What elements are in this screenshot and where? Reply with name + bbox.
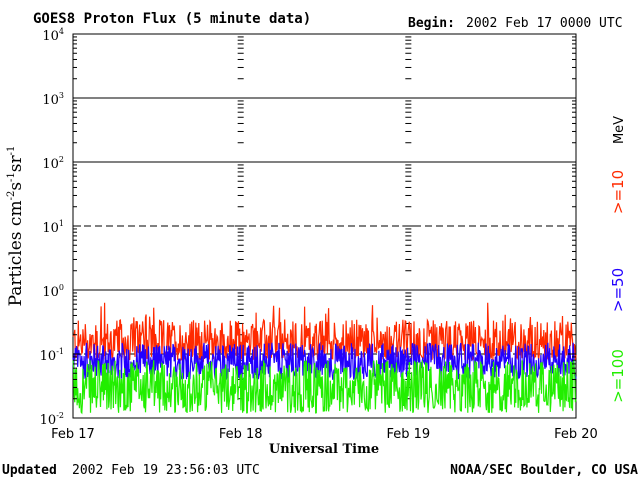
y-tick-label: 104 [42,27,64,44]
legend-entry: >=50 [609,268,627,312]
y-axis-label-s: s [6,182,26,191]
y-tick-label: 101 [42,219,64,236]
y-axis-label-sup2: -1 [6,172,17,182]
x-tick-labels: Feb 17 Feb 18 Feb 19 Feb 20 [51,427,598,442]
plot-area [72,33,577,419]
x-axis-label: Universal Time [269,442,379,457]
y-tick-label: 103 [42,91,64,108]
y-axis-label-sup1: -2 [6,191,17,201]
begin-label: Begin: [408,16,455,31]
updated-label: Updated [2,463,57,478]
y-tick-label: 10-2 [40,411,64,428]
y-axis-label-sr: sr [6,154,26,172]
y-axis-label: Particles cm-2s-1sr-1 [6,146,26,307]
y-tick-label: 10-1 [40,347,64,364]
x-tick-label: Feb 20 [554,427,598,442]
updated-value: 2002 Feb 19 23:56:03 UTC [72,463,260,478]
series-line-ge50 [72,341,577,381]
legend: >=10 >=50 >=100 MeV [609,116,627,403]
y-tick-marks [73,36,576,419]
x-tick-label: Feb 17 [51,427,95,442]
credit-text: NOAA/SEC Boulder, CO USA [450,463,638,478]
y-tick-label: 100 [42,283,64,300]
y-tick-labels: 10-2 10-1 100 101 102 103 104 [40,27,64,428]
begin-value: 2002 Feb 17 0000 UTC [466,16,623,31]
y-axis-label-sup3: -1 [6,146,17,156]
x-tick-label: Feb 18 [219,427,263,442]
x-tick-label: Feb 19 [386,427,430,442]
y-tick-label: 102 [42,155,64,172]
legend-unit: MeV [612,116,627,144]
legend-entry: >=100 [609,349,627,403]
legend-entry: >=10 [609,170,627,214]
series-layer [72,302,577,415]
series-line-ge100 [72,359,577,415]
y-axis-label-text: Particles cm [6,200,26,306]
chart-title: GOES8 Proton Flux (5 minute data) [33,11,311,27]
